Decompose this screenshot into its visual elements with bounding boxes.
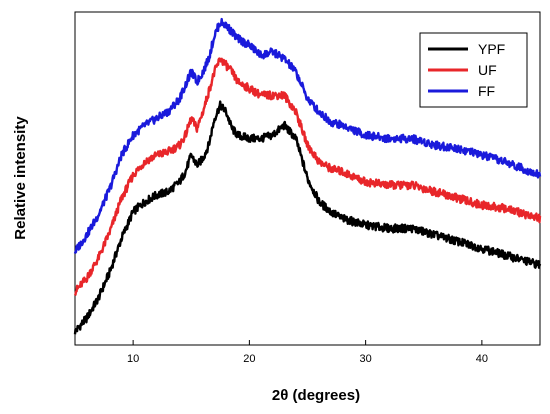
x-tick-label: 40 <box>476 353 488 365</box>
series-line-uf <box>73 57 542 297</box>
x-axis-title: 2θ (degrees) <box>272 387 360 404</box>
x-tick-label: 30 <box>360 353 372 365</box>
series-ypf <box>73 100 542 335</box>
series-line-ff <box>73 17 542 254</box>
plot-area-border <box>74 11 541 346</box>
legend-label-ypf: YPF <box>478 41 505 57</box>
y-axis-title: Relative intensity <box>12 116 29 240</box>
series-group <box>73 17 542 335</box>
x-axis-ticks: 10 20 30 40 <box>127 340 488 365</box>
plot-frame <box>74 11 541 346</box>
legend: YPF UF FF <box>419 32 528 108</box>
series-ff <box>73 17 542 254</box>
series-line-ypf <box>73 100 542 335</box>
x-tick-label: 20 <box>243 353 255 365</box>
x-tick-label: 10 <box>127 353 139 365</box>
legend-label-uf: UF <box>478 62 497 78</box>
series-uf <box>73 57 542 297</box>
legend-label-ff: FF <box>478 83 495 99</box>
